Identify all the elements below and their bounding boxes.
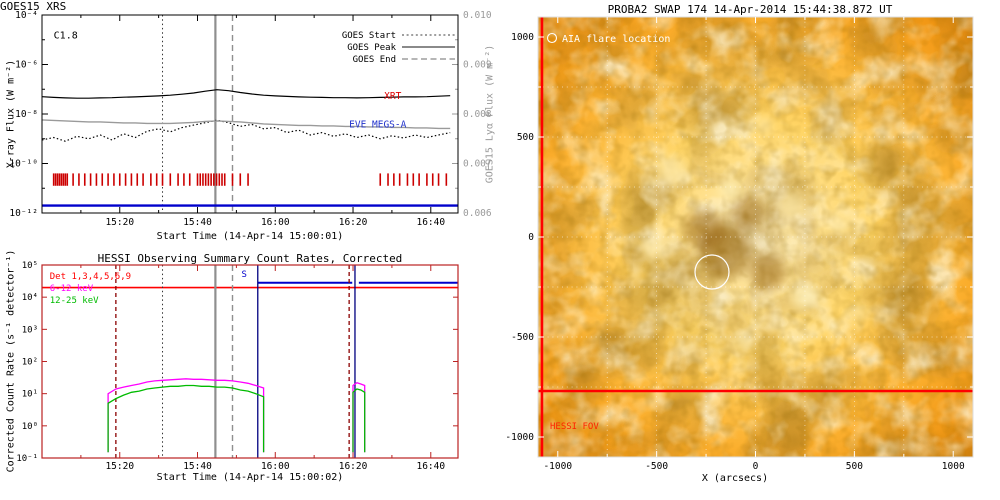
right-y-tick-label: 0.010 bbox=[463, 10, 492, 21]
hessi-x-axis-label: Start Time (14-Apr-14 15:00:02) bbox=[156, 472, 344, 483]
inplot-label-eve-megs-a: EVE MEGS-A bbox=[349, 120, 406, 131]
x-tick-label: -1000 bbox=[543, 461, 572, 472]
goes-x-axis-label: Start Time (14-Apr-14 15:00:01) bbox=[156, 231, 344, 242]
goes-plot-frame bbox=[41, 14, 459, 214]
y-tick-label: 0 bbox=[528, 232, 534, 243]
x-tick-label: 16:00 bbox=[261, 217, 290, 228]
hessi-legend-2: 12-25 keV bbox=[50, 296, 99, 306]
x-tick-label: 16:20 bbox=[339, 461, 368, 472]
x-tick-label: 16:20 bbox=[339, 217, 368, 228]
series-goes-xrs-long-channel bbox=[41, 89, 451, 99]
attenuator-state-label: S bbox=[241, 270, 246, 280]
series-goes15-lya bbox=[41, 119, 451, 130]
right-y-tick-label: 0.007 bbox=[463, 159, 492, 170]
flare-location-circle bbox=[694, 254, 730, 290]
right-y-tick-label: 0.009 bbox=[463, 60, 492, 71]
hessi-legend-0: Det 1,3,4,5,6,9 bbox=[50, 272, 131, 282]
x-tick-label: 15:40 bbox=[183, 461, 212, 472]
goes-plot-title: GOES15 XRS bbox=[0, 0, 67, 13]
goes-xrs-plot: 10⁻⁴ 10⁻⁶ 10⁻⁸ 10⁻¹⁰ 10⁻¹² 0.010 0.009 0.008 0.0… bbox=[9, 10, 492, 228]
hessi-plot-frame bbox=[41, 264, 459, 459]
flare-class-annotation: C1.8 bbox=[54, 31, 78, 42]
y-tick-label: 10³ bbox=[22, 325, 38, 335]
inplot-label-xrt: XRT bbox=[384, 91, 401, 102]
right-y-tick-label: 0.008 bbox=[463, 109, 492, 120]
x-tick-label: 1000 bbox=[942, 461, 965, 472]
hessi-count-rates-plot: 10⁻¹ 10⁰ 10¹ 10² 10³ 10⁴ 10⁵ 15:20 15:40 16:00 16:… bbox=[16, 261, 459, 472]
flare-legend-circle-icon bbox=[546, 32, 558, 44]
y-tick-label: 10⁻¹ bbox=[16, 454, 38, 464]
y-tick-label: -500 bbox=[511, 332, 534, 343]
series-6-12-kev bbox=[107, 378, 265, 453]
legend-label: GOES End bbox=[353, 55, 396, 65]
x-tick-label: 15:40 bbox=[183, 217, 212, 228]
series-12-25-kev bbox=[352, 388, 366, 453]
y-tick-label: 10⁻¹⁰ bbox=[9, 159, 38, 170]
y-tick-label: 10⁻⁴ bbox=[15, 10, 38, 21]
y-tick-label: 10⁰ bbox=[22, 422, 38, 432]
x-tick-label: 16:00 bbox=[261, 461, 290, 472]
y-tick-label: 10⁻⁶ bbox=[15, 60, 38, 71]
swap-x-axis-label: X (arcsecs) bbox=[701, 473, 769, 484]
legend-label: GOES Peak bbox=[347, 43, 396, 53]
y-tick-label: 10² bbox=[22, 358, 38, 368]
x-tick-label: 16:40 bbox=[416, 217, 445, 228]
y-tick-label: 10⁵ bbox=[22, 261, 38, 271]
right-y-tick-label: 0.006 bbox=[463, 208, 492, 219]
flare-legend-label: AIA flare location bbox=[562, 34, 670, 45]
fov-label: HESSI FOV bbox=[550, 422, 599, 432]
x-tick-label: 0 bbox=[753, 461, 759, 472]
series-12-25-kev bbox=[107, 384, 265, 453]
y-tick-label: -1000 bbox=[505, 432, 534, 443]
proba2-swap-solar-image: HESSI FOV AIA flare location -1000 -500 0 500… bbox=[505, 16, 974, 472]
hessi-legend-1: 6-12 keV bbox=[50, 284, 94, 294]
y-tick-label: 500 bbox=[517, 132, 534, 143]
heliographic-grid bbox=[538, 17, 973, 457]
hessi-plot-title: HESSI Observing Summary Count Rates, Cor… bbox=[97, 252, 403, 265]
x-tick-label: 15:20 bbox=[105, 461, 134, 472]
x-tick-label: 16:40 bbox=[416, 461, 445, 472]
x-tick-label: 15:20 bbox=[105, 217, 134, 228]
x-tick-label: 500 bbox=[846, 461, 863, 472]
sun-layers bbox=[538, 17, 973, 457]
x-tick-label: -500 bbox=[645, 461, 668, 472]
legend-label: GOES Start bbox=[342, 31, 396, 41]
y-tick-label: 10⁻⁸ bbox=[15, 109, 38, 120]
y-tick-label: 10⁻¹² bbox=[9, 208, 38, 219]
swap-image-title: PROBA2 SWAP 174 14-Apr-2014 15:44:38.872… bbox=[607, 3, 893, 16]
y-tick-label: 10¹ bbox=[22, 390, 38, 400]
y-tick-label: 1000 bbox=[511, 32, 534, 43]
y-tick-label: 10⁴ bbox=[22, 293, 38, 303]
